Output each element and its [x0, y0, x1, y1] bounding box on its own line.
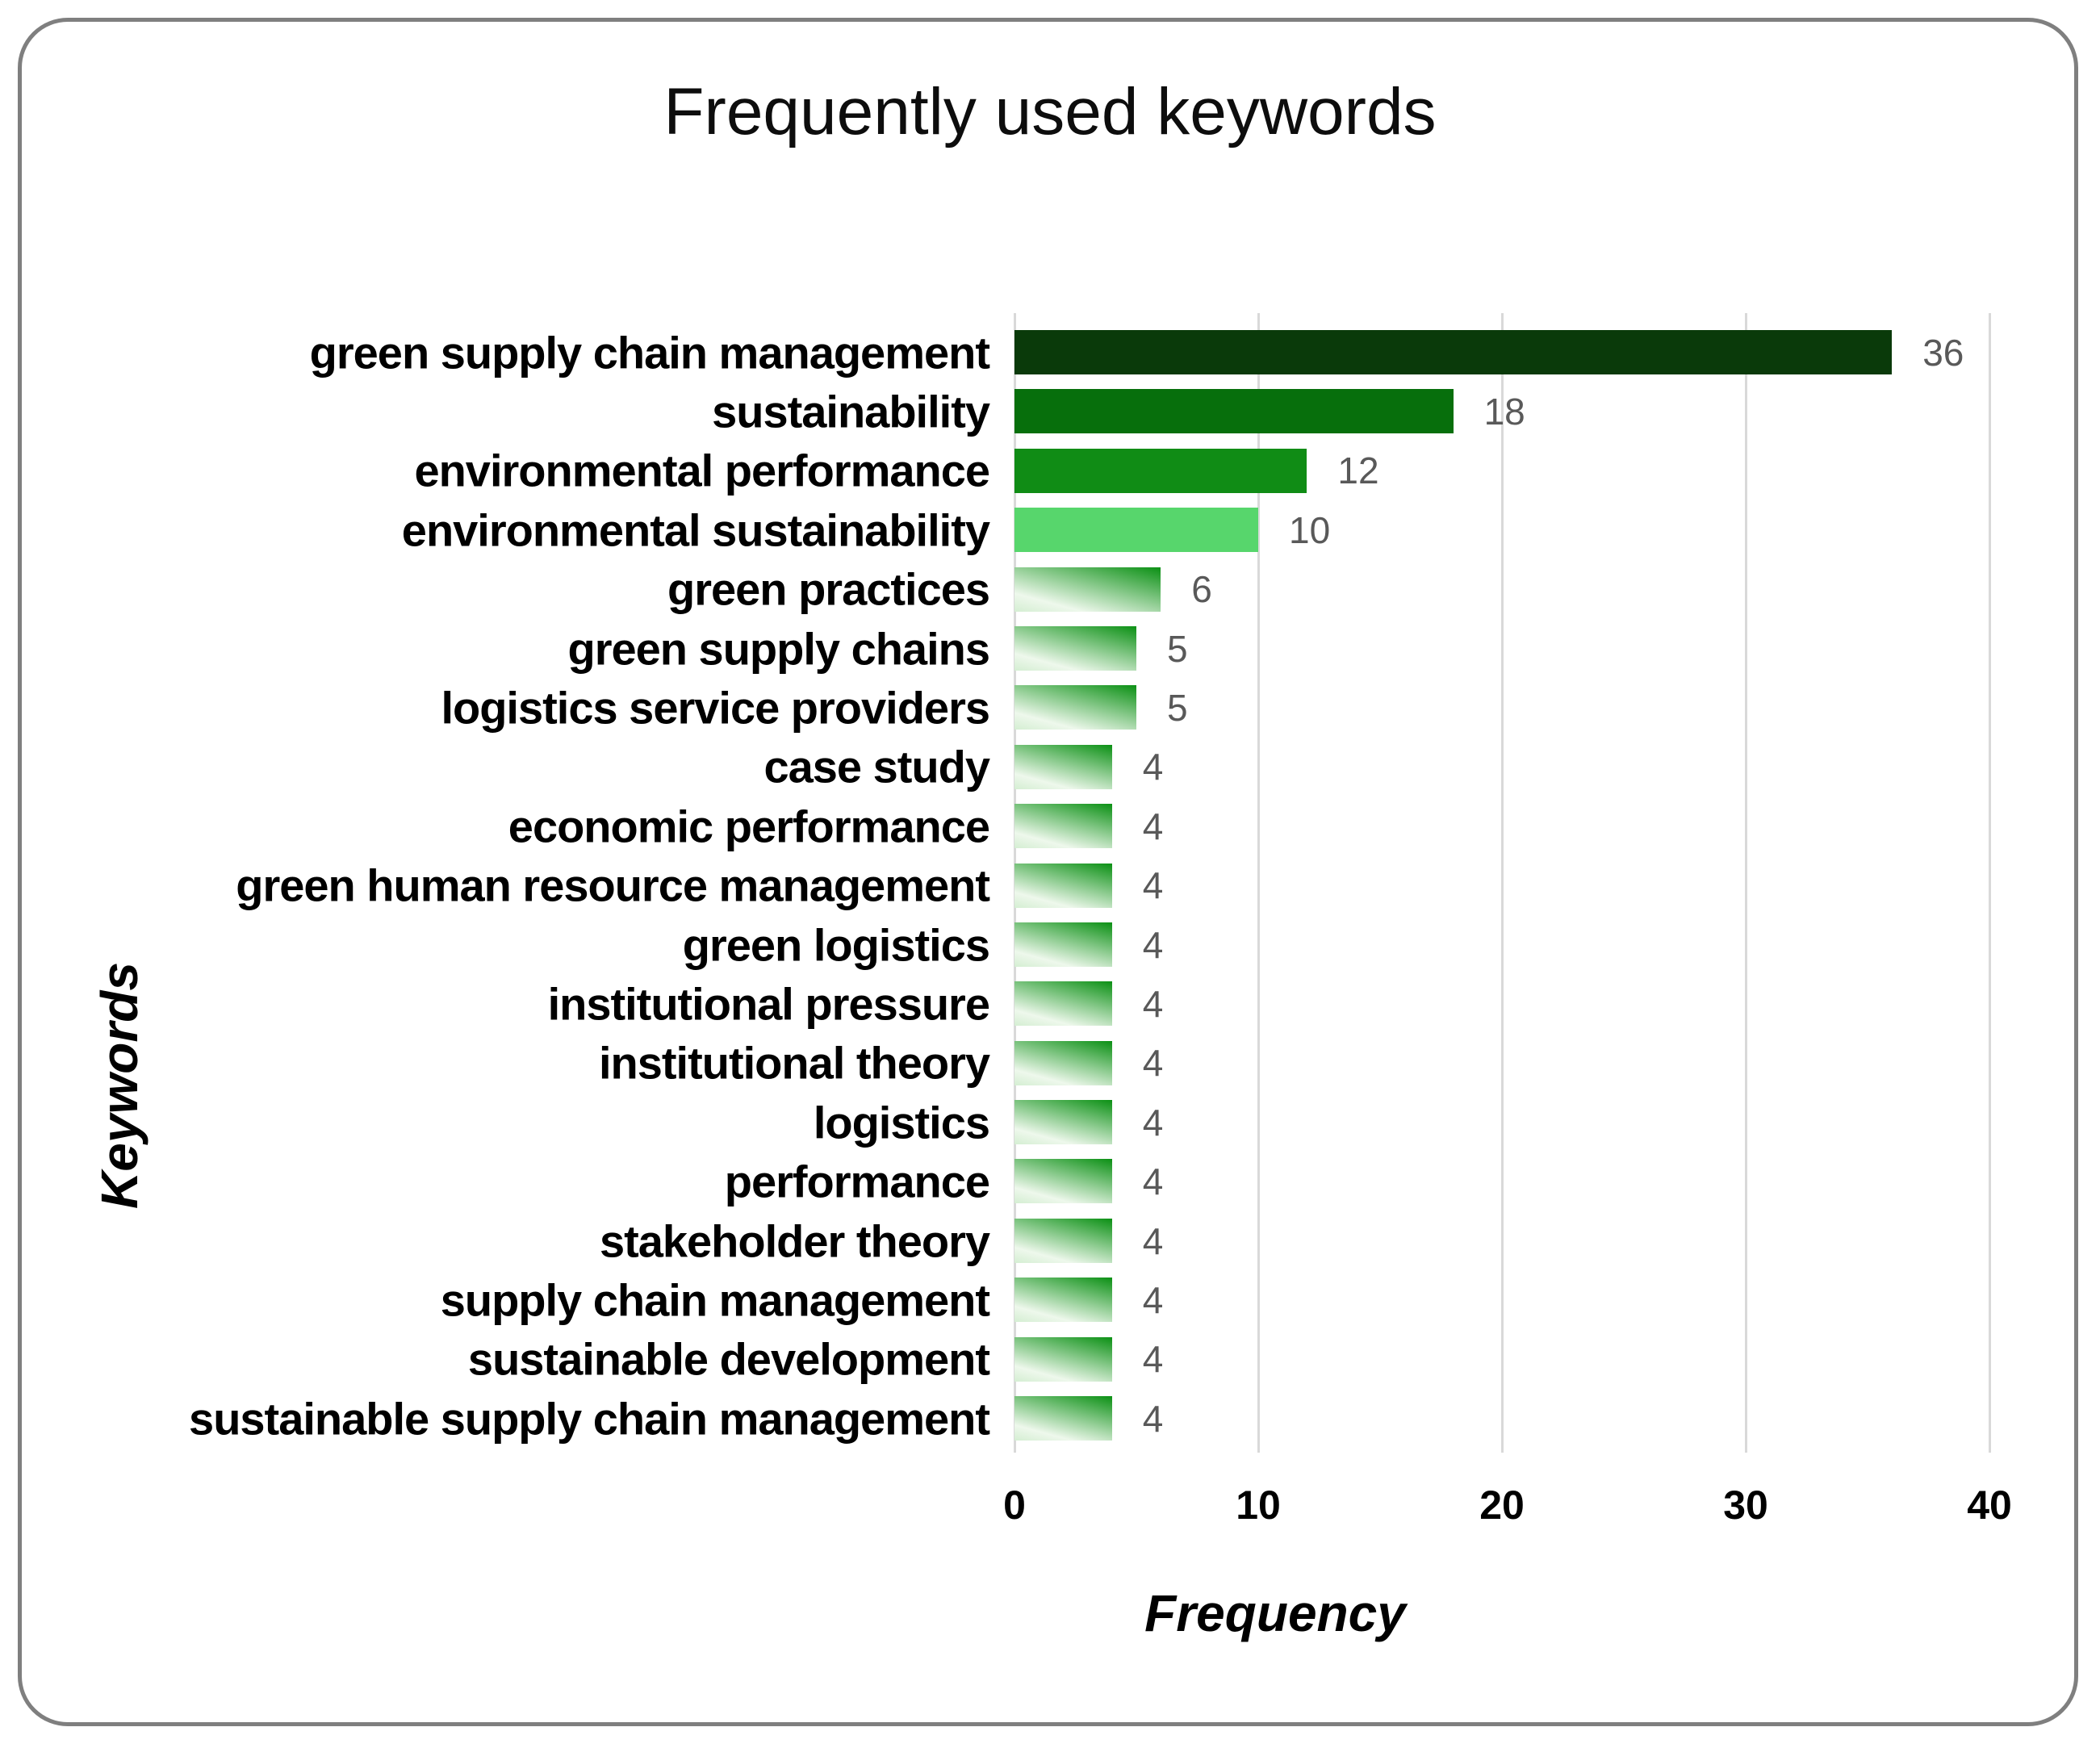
bar-value-label: 4 — [1142, 1042, 1164, 1085]
x-axis-title: Frequency — [1144, 1584, 1406, 1642]
category-label: sustainable development — [467, 1333, 990, 1385]
category-label: green supply chain management — [309, 327, 990, 378]
bar-row: environmental sustainability 10 — [402, 500, 1989, 559]
bar-value-label: 36 — [1922, 331, 1964, 374]
plot-area: green supply chain management 36 sustainab… — [189, 313, 1991, 1453]
bar — [1014, 1278, 1112, 1323]
category-label: sustainable supply chain management — [189, 1393, 990, 1445]
category-label: sustainability — [712, 386, 990, 437]
bar-row: logistics service providers 5 — [441, 678, 1989, 737]
bar-row: economic performance 4 — [508, 797, 1989, 855]
bar-value-label: 18 — [1483, 391, 1525, 433]
bar — [1014, 804, 1112, 849]
bar-rows: green supply chain management 36 sustainab… — [189, 323, 1989, 1448]
bar-row: environmental performance 12 — [414, 441, 1989, 500]
bar — [1014, 625, 1136, 671]
bar-value-label: 4 — [1142, 746, 1164, 788]
category-label: green supply chains — [567, 623, 990, 675]
bar-value-label: 4 — [1142, 1160, 1164, 1203]
bar-value-label: 10 — [1289, 508, 1331, 551]
gridline-10 — [1257, 313, 1260, 1453]
gridline-20 — [1500, 313, 1504, 1453]
category-label: performance — [724, 1156, 990, 1207]
x-tick-label-40: 40 — [1967, 1482, 2012, 1528]
bar-value-label: 4 — [1142, 982, 1164, 1025]
bar-row: green logistics 4 — [683, 915, 1989, 974]
bar-value-label: 4 — [1142, 1278, 1164, 1321]
category-label: case study — [763, 741, 990, 792]
bar-value-label: 4 — [1142, 864, 1164, 907]
bar-value-label: 4 — [1142, 1101, 1164, 1144]
category-label: environmental performance — [414, 445, 990, 496]
bar-value-label: 4 — [1142, 1397, 1164, 1440]
bar-row: sustainable development 4 — [468, 1330, 1989, 1389]
gridline-30 — [1744, 313, 1747, 1453]
bar-row: sustainability 18 — [712, 382, 1989, 441]
x-axis-ticks: 0 10 20 30 40 — [1003, 1482, 2012, 1530]
bar — [1014, 981, 1112, 1027]
bar-row: green supply chain management 36 — [310, 323, 1989, 382]
bar-row: supply chain management 4 — [441, 1270, 1989, 1329]
category-label: logistics — [813, 1097, 990, 1148]
x-tick-label-0: 0 — [1003, 1482, 1026, 1528]
bar-row: green human resource management 4 — [236, 856, 1989, 915]
chart-title: Frequently used keywords — [663, 75, 1437, 148]
bar-value-label: 4 — [1142, 1338, 1164, 1381]
bar — [1014, 1218, 1112, 1263]
category-label: environmental sustainability — [401, 504, 990, 556]
bar — [1014, 448, 1307, 493]
bar — [1014, 1396, 1112, 1441]
bar-row: case study 4 — [764, 738, 1989, 797]
bar — [1014, 863, 1112, 908]
x-tick-label-10: 10 — [1236, 1482, 1281, 1528]
category-label: green logistics — [682, 919, 990, 971]
bar-value-label: 5 — [1167, 627, 1188, 670]
gridline-40 — [1988, 313, 1991, 1453]
bar-row: stakeholder theory 4 — [600, 1211, 1989, 1270]
bar — [1014, 922, 1112, 967]
x-tick-label-20: 20 — [1479, 1482, 1525, 1528]
bar-value-label: 12 — [1337, 450, 1379, 492]
bar — [1014, 1159, 1112, 1204]
bar — [1014, 330, 1893, 374]
bar-value-label: 4 — [1142, 1219, 1164, 1262]
bar-value-label: 4 — [1142, 805, 1164, 847]
bar — [1014, 567, 1161, 612]
bar — [1014, 1040, 1112, 1085]
bar-row: performance 4 — [725, 1152, 1989, 1211]
category-label: green human resource management — [236, 859, 990, 911]
bar-row: institutional theory 4 — [599, 1034, 1989, 1093]
category-label: institutional theory — [599, 1037, 990, 1089]
x-tick-label-30: 30 — [1723, 1482, 1768, 1528]
bar-row: sustainable supply chain management 4 — [189, 1389, 1989, 1448]
bar-value-label: 6 — [1191, 568, 1212, 611]
bar — [1014, 389, 1454, 434]
bar — [1014, 685, 1136, 730]
category-label: institutional pressure — [547, 978, 990, 1030]
bar-row: green supply chains 5 — [568, 619, 1989, 678]
bar-value-label: 4 — [1142, 923, 1164, 966]
category-label: stakeholder theory — [599, 1215, 990, 1267]
category-label: green practices — [667, 563, 990, 615]
bar — [1014, 744, 1112, 789]
bar-row: logistics 4 — [814, 1093, 1989, 1152]
bar-row: green practices 6 — [667, 560, 1989, 619]
bar-value-label: 5 — [1167, 687, 1188, 730]
y-axis-title: Keywords — [90, 962, 149, 1209]
bar-row: institutional pressure 4 — [548, 974, 1989, 1033]
category-label: supply chain management — [440, 1274, 990, 1326]
bar — [1014, 508, 1258, 553]
bar — [1014, 1336, 1112, 1382]
category-label: logistics service providers — [441, 682, 990, 734]
category-label: economic performance — [508, 801, 990, 852]
bar — [1014, 1100, 1112, 1145]
